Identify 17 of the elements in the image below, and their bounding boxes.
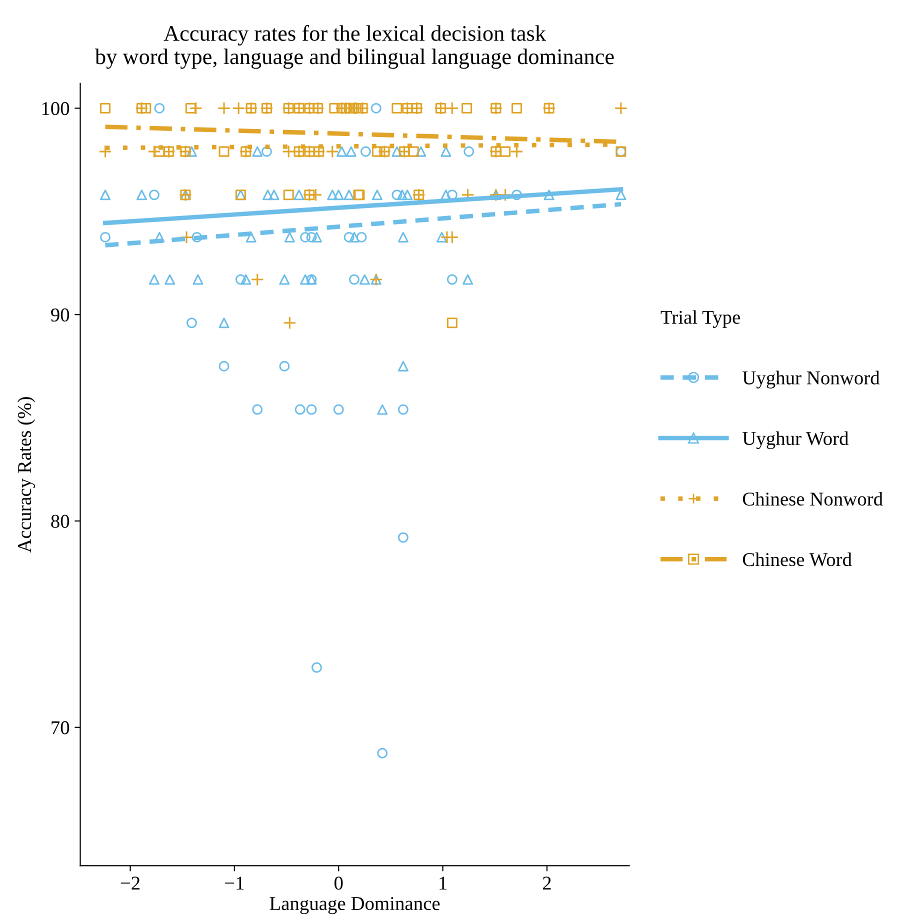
legend-label: Chinese Nonword: [742, 492, 883, 506]
x-tick-label: −1: [225, 876, 244, 890]
x-tick-label: 0: [334, 876, 343, 890]
x-tick-label: 1: [440, 876, 446, 890]
x-axis-title: Language Dominance: [270, 897, 440, 914]
x-tick-label: 2: [542, 876, 551, 890]
legend-title: Trial Type: [660, 310, 740, 328]
y-tick-label: 90: [51, 308, 70, 322]
legend-label: Uyghur Word: [742, 431, 849, 450]
y-tick-label: 80: [51, 514, 70, 528]
x-tick-label: −2: [120, 876, 140, 890]
y-tick-label: 70: [52, 721, 70, 734]
legend-label: Chinese Word: [742, 552, 852, 566]
y-tick-label: 100: [42, 102, 70, 116]
y-axis-title: Accuracy Rates (%): [17, 397, 36, 553]
chart-title: Accuracy rates for the lexical decision task by word type, language and bilingual language dominance: [94, 25, 614, 69]
legend-label: Uyghur Nonword: [742, 370, 880, 388]
